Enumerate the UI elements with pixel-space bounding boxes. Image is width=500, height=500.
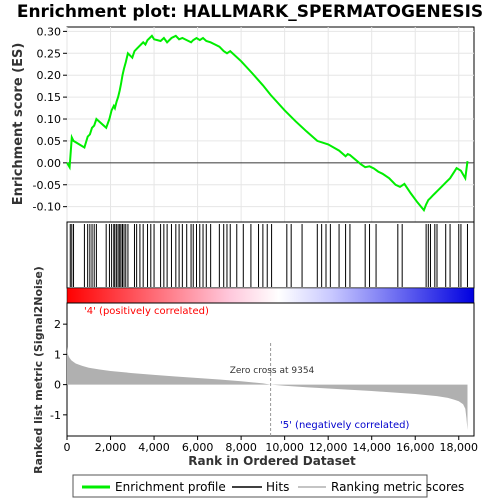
es-y-axis-ticks: -0.10 -0.05 0.00 0.05 0.10 0.15 0.20 0.25 0.30: [33, 25, 67, 214]
metric-y-tick-label: -1: [50, 409, 61, 422]
es-y-tick-label: -0.10: [33, 201, 61, 214]
metric-x-tick-label: 4,000: [138, 441, 170, 454]
legend-label-enrichment-profile: Enrichment profile: [115, 480, 226, 494]
enrichment-profile-line: [66, 34, 469, 213]
metric-x-tick-label: 10,000: [265, 441, 304, 454]
metric-x-axis-label: Rank in Ordered Dataset: [188, 454, 356, 468]
legend-label-hits: Hits: [266, 480, 289, 494]
metric-x-tick-label: 12,000: [309, 441, 348, 454]
chart-title: Enrichment plot: HALLMARK_SPERMATOGENESI…: [17, 2, 483, 22]
hits-panel: [66, 221, 475, 304]
hit-markers: [69, 224, 468, 287]
es-y-tick-label: 0.05: [37, 135, 62, 148]
es-y-axis-label: Enrichment score (ES): [11, 43, 26, 206]
negative-correlation-label: '5' (negatively correlated): [280, 420, 409, 431]
metric-x-tick-label: 18,000: [440, 441, 479, 454]
zero-cross-label: Zero cross at 9354: [230, 366, 315, 376]
metric-x-tick-label: 8,000: [225, 441, 257, 454]
metric-y-tick-label: 1: [54, 348, 61, 361]
metric-x-tick-label: 16,000: [396, 441, 435, 454]
metric-x-tick-label: 14,000: [352, 441, 391, 454]
legend-label-ranking-metric: Ranking metric scores: [331, 480, 464, 494]
es-y-tick-label: -0.05: [33, 179, 61, 192]
es-y-tick-label: 0.20: [37, 69, 62, 82]
es-gridlines: [66, 27, 474, 222]
metric-y-axis-ticks: -1 0 1 2: [50, 318, 67, 422]
es-panel: -0.10 -0.05 0.00 0.05 0.10 0.15 0.20 0.25 0.30 E…: [11, 25, 475, 223]
rank-color-bar: [66, 287, 475, 304]
metric-x-axis-ticks: 0 2,000 4,000 6,000 8,000 10,000 12,000 14,000 1…: [64, 436, 479, 454]
es-y-tick-label: 0.25: [37, 47, 62, 60]
positive-correlation-label: '4' (positively correlated): [84, 306, 209, 317]
legend-frame: [72, 474, 428, 498]
ranking-metric-area: [67, 346, 468, 430]
es-panel-frame: [66, 26, 475, 223]
metric-y-axis-label: Ranked list metric (Signal2Noise): [32, 266, 45, 474]
es-y-tick-label: 0.15: [37, 91, 62, 104]
metric-x-tick-label: 0: [64, 441, 71, 454]
es-y-tick-label: 0.00: [37, 157, 62, 170]
metric-panel: -1 0 1 2 0 2,000 4,000 6,000 8,000 10,000 12,000 1…: [32, 266, 478, 474]
metric-y-tick-label: 0: [54, 379, 61, 392]
metric-y-tick-label: 2: [54, 318, 61, 331]
es-y-tick-label: 0.30: [37, 25, 62, 38]
metric-x-tick-label: 2,000: [95, 441, 127, 454]
legend: Enrichment profile Hits Ranking metric s…: [72, 474, 464, 498]
metric-x-tick-label: 6,000: [182, 441, 214, 454]
es-y-tick-label: 0.10: [37, 113, 62, 126]
